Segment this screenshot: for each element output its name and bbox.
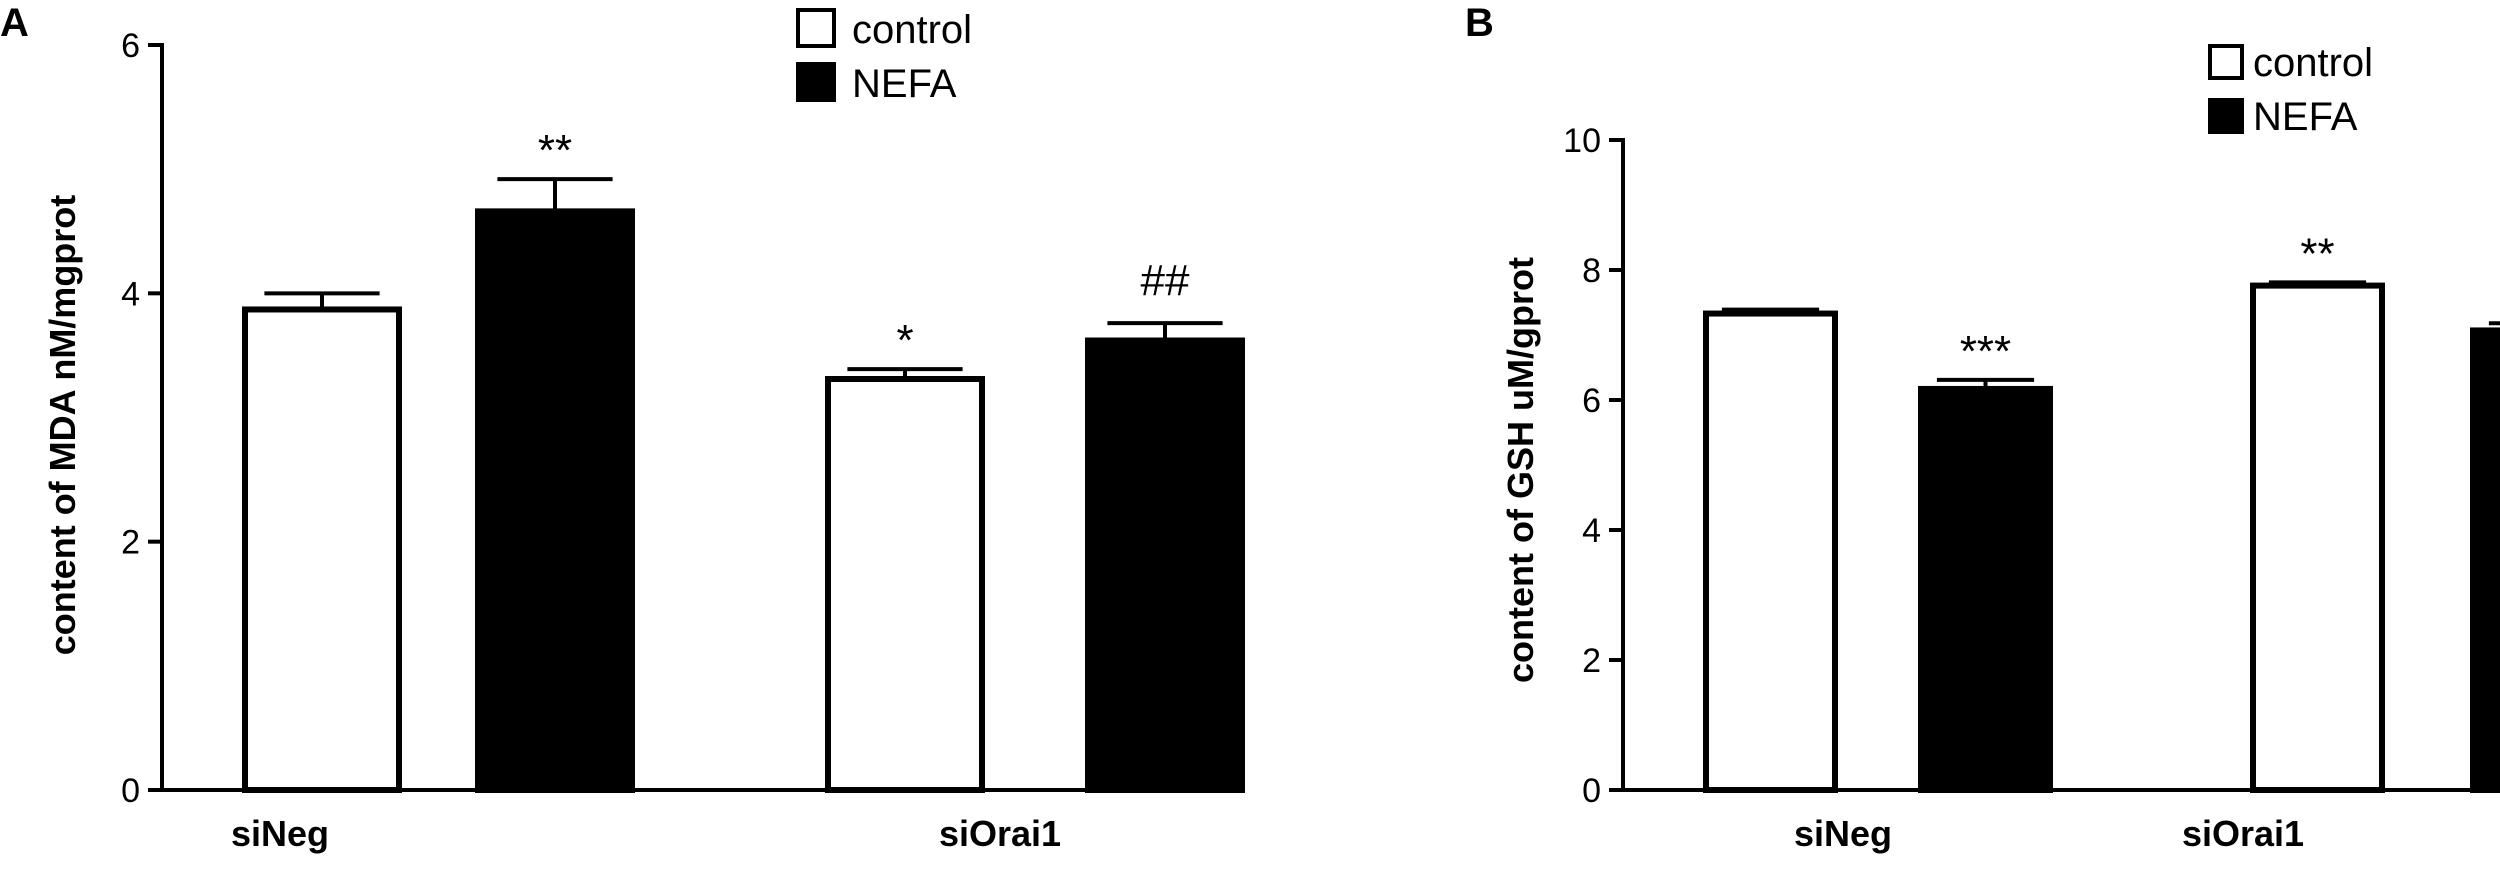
bar-control-sineg-p0 (242, 306, 402, 793)
y-tick-label-p0: 0 (121, 772, 140, 810)
y-tick-label-p1: 10 (1563, 122, 1601, 160)
legend-label-nefa-p0: NEFA (852, 62, 957, 106)
significance-marker-p0: * (896, 316, 913, 365)
x-category-label-p0: siNeg (231, 813, 329, 854)
chart-panel-b: B content of GSH uM/gprot 0 2 4 6 8 10 *** siNe… (1465, 1, 2500, 854)
legend-label-control-p0: control (852, 8, 972, 52)
significance-marker-p1: *** (1960, 327, 2011, 376)
x-category-label-p0: siOrai1 (939, 813, 1061, 854)
significance-marker-p1: ** (2300, 229, 2334, 278)
bar-control-sineg-p1 (1703, 310, 1838, 793)
legend-swatch-nefa-p0 (796, 62, 836, 102)
y-tick-label-p1: 0 (1582, 772, 1601, 810)
legend-label-nefa-p1: NEFA (2253, 95, 2358, 139)
panel-label-b: B (1465, 1, 1494, 45)
legend-label-control-p1: control (2253, 41, 2373, 85)
bar-nefa-sineg-p0 (475, 208, 635, 793)
y-axis-title-a: content of MDA nM/mgprot (42, 195, 83, 656)
significance-marker-p0: ** (538, 126, 572, 175)
significance-marker-p0: ## (1141, 256, 1190, 305)
bar-control-siorai1-p1 (2250, 282, 2385, 793)
y-tick-label-p1: 8 (1582, 252, 1601, 290)
bar-nefa-siorai1-p1 (2470, 327, 2500, 793)
bar-control-siorai1-p0 (825, 376, 985, 793)
y-tick-label-p0: 2 (121, 524, 140, 562)
y-tick-label-p1: 6 (1582, 382, 1601, 420)
y-tick-label-p1: 2 (1582, 642, 1601, 680)
legend-swatch-control-p1 (2208, 44, 2244, 80)
x-category-label-p1: siOrai1 (2182, 813, 2304, 854)
legend-swatch-control-p0 (796, 8, 836, 48)
bar-nefa-siorai1-p0 (1085, 337, 1245, 793)
bar-nefa-sineg-p1 (1918, 385, 2053, 793)
y-tick-label-p0: 6 (121, 27, 140, 65)
chart-panel-a: A content of MDA nM/mgprot 0 2 4 6 ** siNeg * #… (0, 1, 1245, 854)
x-category-label-p1: siNeg (1794, 813, 1892, 854)
y-axis-title-b: content of GSH uM/gprot (1500, 257, 1541, 683)
legend-swatch-nefa-p1 (2208, 98, 2244, 134)
y-tick-label-p0: 4 (121, 275, 140, 313)
y-tick-label-p1: 4 (1582, 512, 1601, 550)
panel-label-a: A (0, 1, 29, 45)
